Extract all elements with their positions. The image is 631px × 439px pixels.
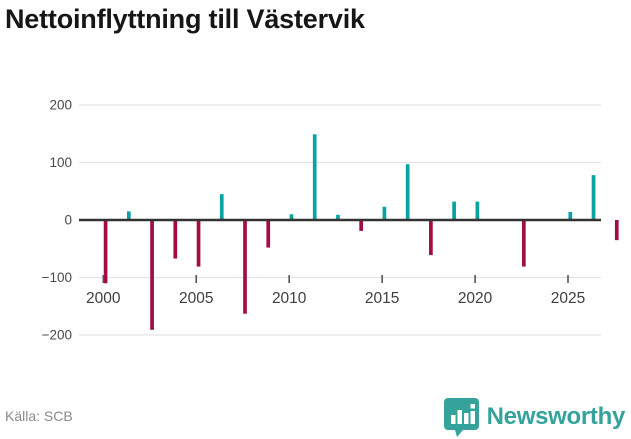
bar-2001Q2 — [219, 194, 224, 220]
y-tick-label: 200 — [49, 98, 72, 113]
bar-2000Q3 — [150, 220, 154, 330]
bar-2004Q3 — [521, 220, 526, 267]
y-axis-labels: 200 100 0 −100 −200 — [42, 98, 72, 343]
y-tick-label: 0 — [64, 213, 72, 228]
newsworthy-brand: Newsworthy — [443, 396, 625, 437]
bar-2001Q4 — [266, 220, 271, 248]
bar-2003Q3 — [429, 220, 433, 256]
x-tick-label: 2025 — [551, 290, 585, 307]
chart-title: Nettoinflyttning till Västervik — [5, 4, 365, 34]
x-tick-label: 2020 — [458, 290, 493, 307]
bar-2004Q1 — [475, 201, 480, 220]
bar-2003Q2 — [405, 164, 410, 220]
bar-series — [103, 134, 619, 330]
bar-2005Q3 — [614, 220, 619, 241]
y-tick-label: 100 — [49, 155, 72, 170]
bar-2005Q1 — [568, 211, 573, 220]
x-tick-label: 2010 — [272, 290, 307, 307]
bar-2000Q1 — [103, 220, 108, 284]
bar-2002Q1 — [289, 214, 294, 220]
bar-2003Q1 — [382, 206, 387, 220]
bar-2002Q3 — [336, 214, 340, 220]
bar-2005Q2 — [591, 175, 596, 220]
bar-2001Q3 — [243, 220, 247, 314]
migration-bar-chart: 200 100 0 −100 −200 2000 2005 2010 2015 2020 2025 — [42, 98, 619, 343]
y-tick-label: −100 — [42, 270, 72, 285]
y-tick-label: −200 — [42, 328, 72, 343]
x-tick-label: 2015 — [365, 290, 399, 307]
bar-2000Q2 — [126, 211, 131, 221]
x-tick-label: 2005 — [179, 290, 213, 307]
bar-2000Q4 — [173, 220, 178, 259]
x-axis-labels: 2000 2005 2010 2015 2020 2025 — [86, 275, 585, 307]
newsworthy-wordmark: Newsworthy — [486, 402, 626, 430]
source-label: Källa: SCB — [5, 408, 73, 424]
x-tick-label: 2000 — [86, 290, 121, 307]
bar-2002Q2 — [312, 134, 317, 220]
bar-2001Q1 — [196, 220, 201, 267]
bar-2003Q4 — [452, 201, 456, 220]
newsworthy-logo-icon — [443, 398, 479, 437]
bar-2002Q4 — [359, 220, 364, 231]
